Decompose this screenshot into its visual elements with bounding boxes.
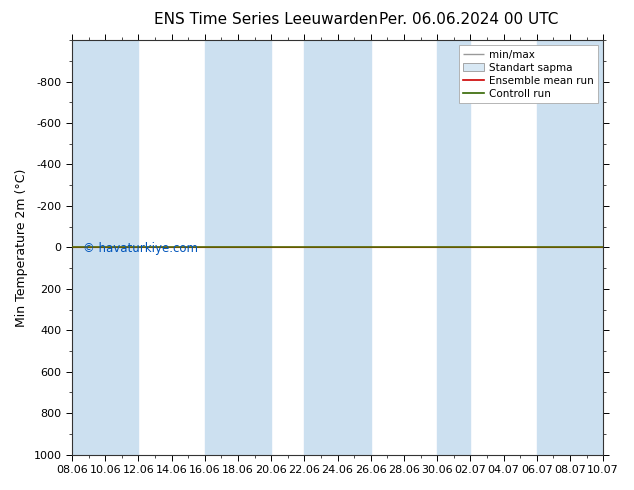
Bar	[437, 40, 470, 455]
Y-axis label: Min Temperature 2m (°C): Min Temperature 2m (°C)	[15, 168, 28, 326]
Text: © havaturkiye.com: © havaturkiye.com	[82, 242, 198, 255]
Bar	[205, 40, 271, 455]
Bar	[72, 40, 138, 455]
Bar	[537, 40, 603, 455]
Text: ENS Time Series Leeuwarden: ENS Time Series Leeuwarden	[154, 12, 378, 27]
Text: Per. 06.06.2024 00 UTC: Per. 06.06.2024 00 UTC	[380, 12, 559, 27]
Bar	[304, 40, 371, 455]
Legend: min/max, Standart sapma, Ensemble mean run, Controll run: min/max, Standart sapma, Ensemble mean r…	[459, 46, 598, 103]
